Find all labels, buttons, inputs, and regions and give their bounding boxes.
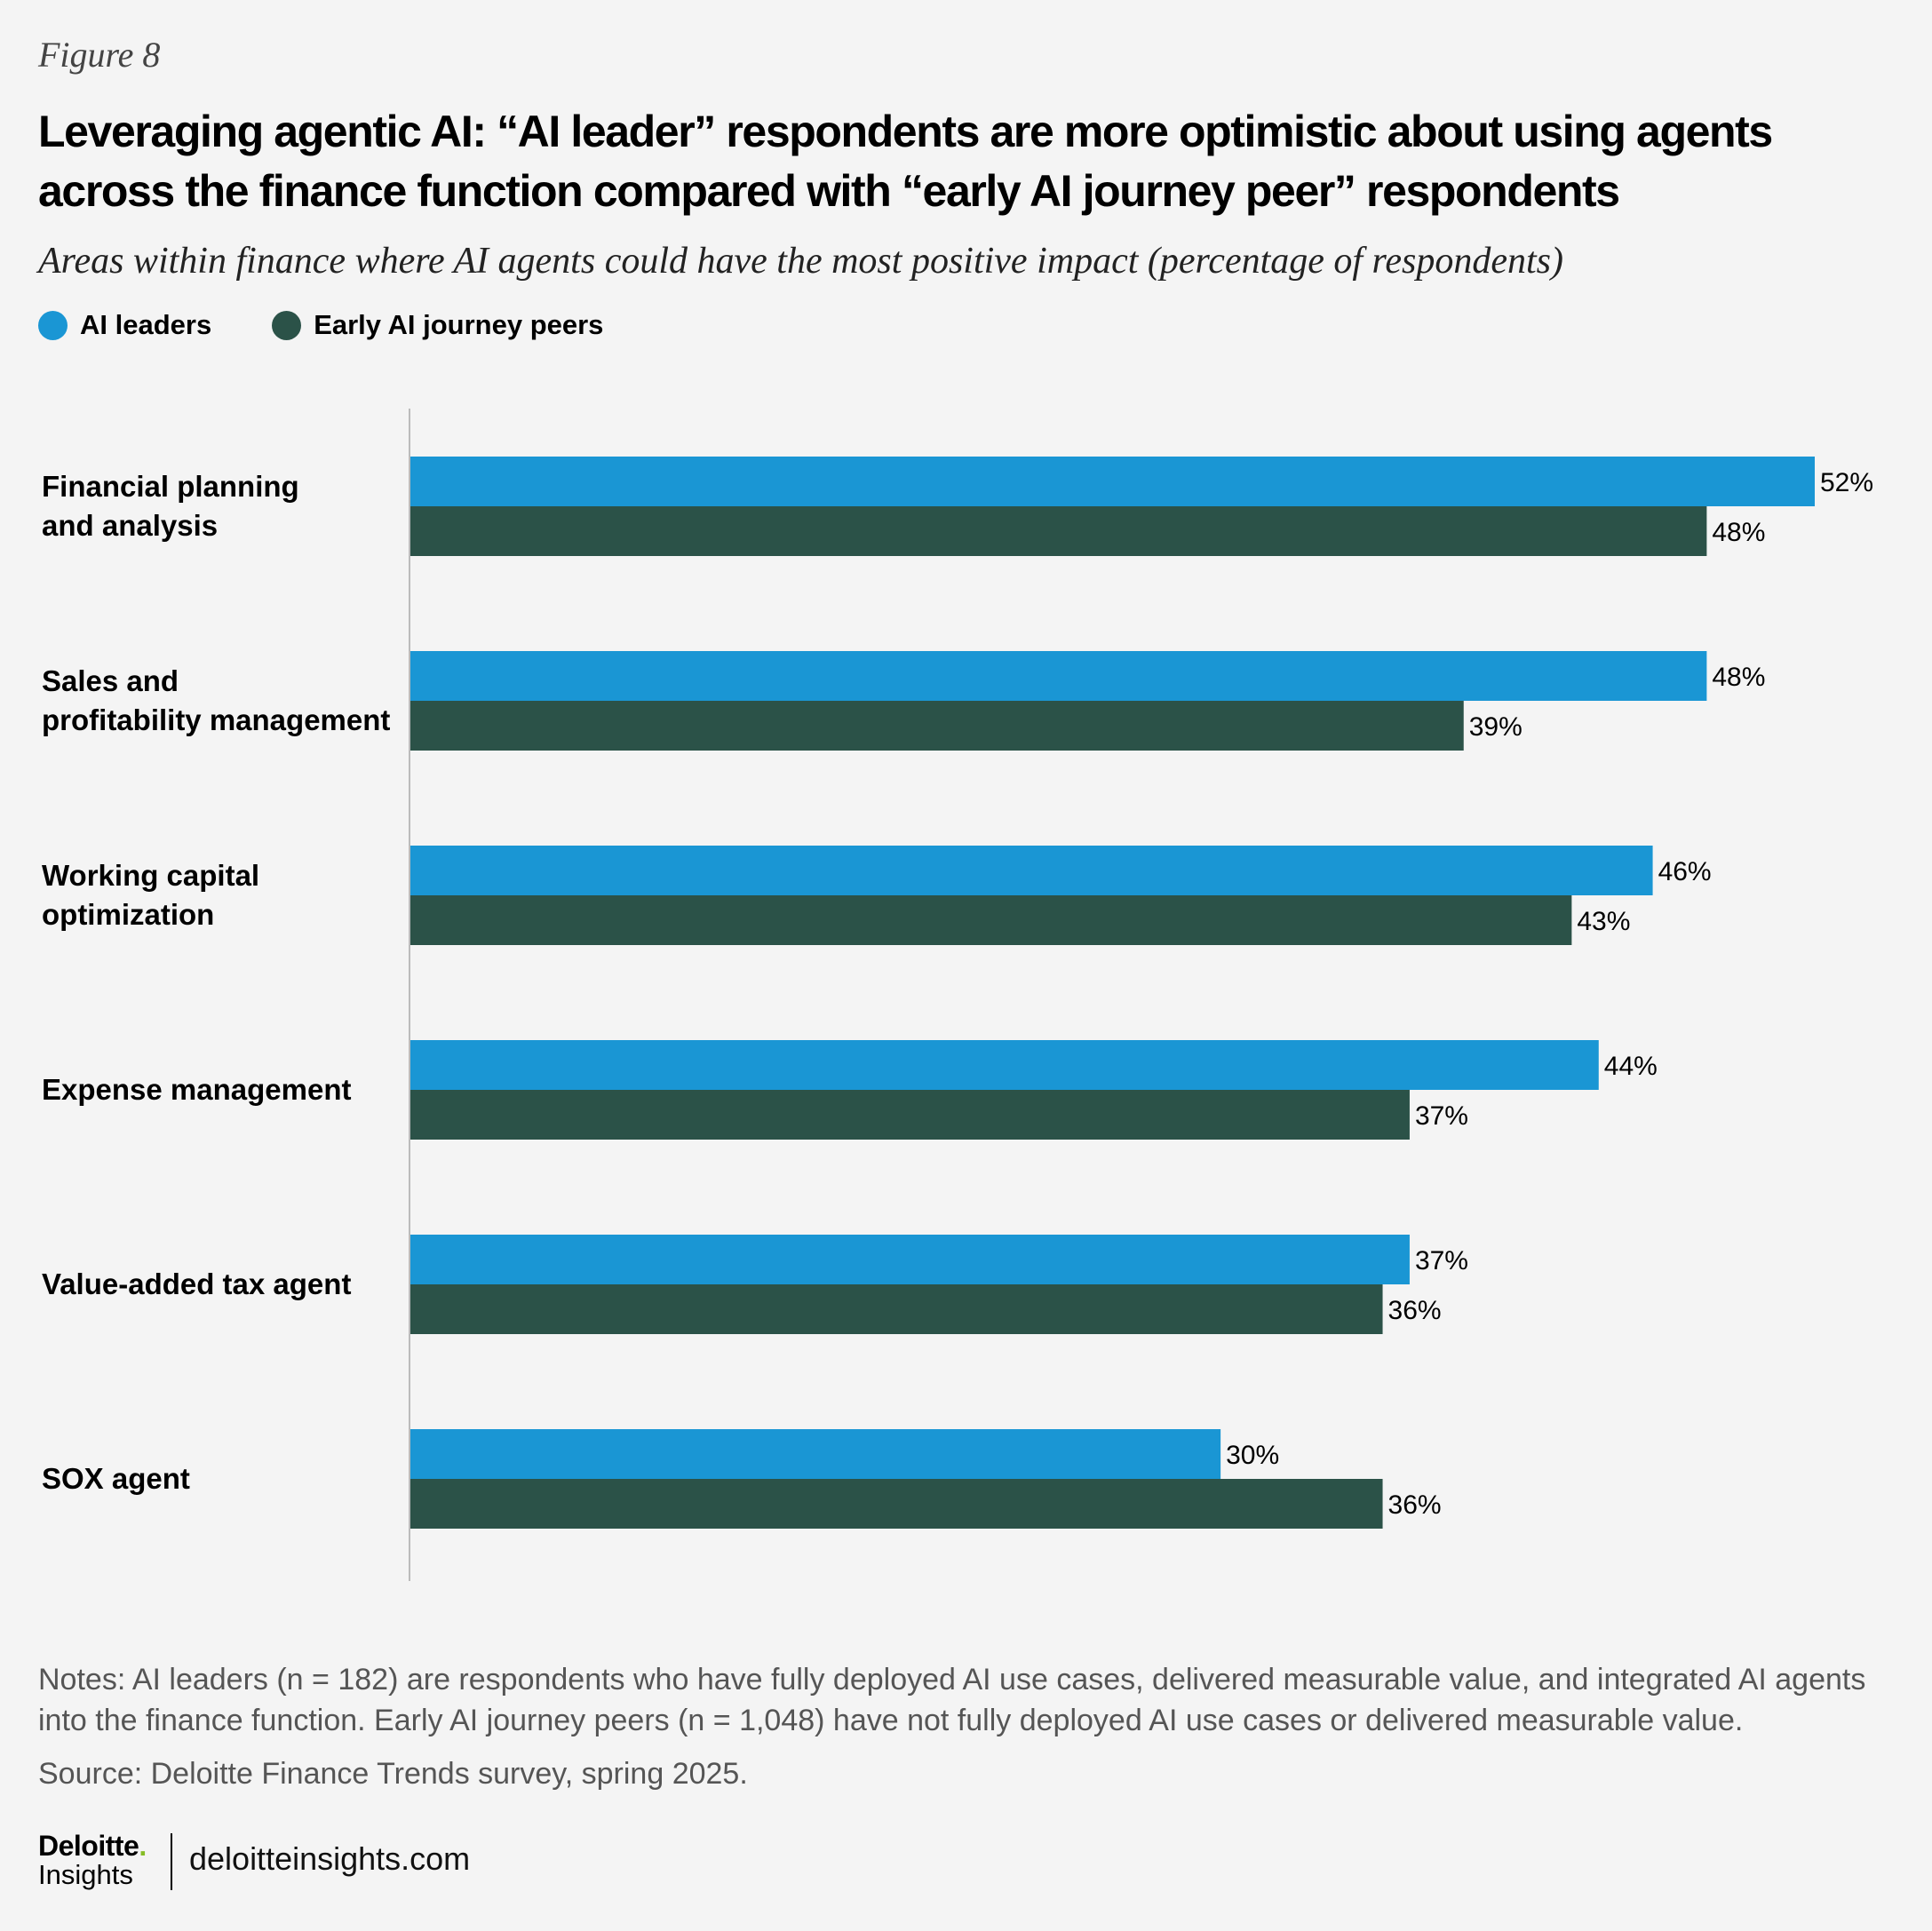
brand-sub: Insights bbox=[38, 1859, 133, 1890]
legend-item-early-peers: Early AI journey peers bbox=[272, 309, 603, 341]
bar-early-peers bbox=[410, 1284, 1383, 1334]
bar-early-peers bbox=[410, 1090, 1410, 1140]
deloitte-insights-logo: Deloitte. Insights bbox=[38, 1832, 147, 1890]
bar-ai-leaders bbox=[410, 1235, 1410, 1284]
legend: AI leaders Early AI journey peers bbox=[38, 309, 664, 341]
notes: Notes: AI leaders (n = 182) are responde… bbox=[38, 1663, 1866, 1737]
category-label: Expense management bbox=[42, 1073, 351, 1106]
bar-ai-leaders bbox=[410, 846, 1653, 895]
figure-label: Figure 8 bbox=[38, 35, 161, 75]
data-label: 36% bbox=[1388, 1490, 1442, 1520]
legend-label-early-peers: Early AI journey peers bbox=[314, 309, 604, 340]
data-label: 46% bbox=[1658, 857, 1712, 886]
bar-chart: Financial planning and analysis 52% 48% Sale… bbox=[42, 409, 1873, 1581]
bar-early-peers bbox=[410, 895, 1572, 945]
data-label: 48% bbox=[1712, 663, 1765, 692]
data-label: 36% bbox=[1388, 1296, 1442, 1325]
chart-title: Leveraging agentic AI: “AI leader” respo… bbox=[38, 107, 1773, 216]
category-label: Working capital optimization bbox=[42, 859, 259, 931]
data-label: 43% bbox=[1577, 907, 1630, 936]
legend-item-ai-leaders: AI leaders bbox=[38, 309, 211, 341]
bar-ai-leaders bbox=[410, 457, 1815, 506]
data-label: 37% bbox=[1415, 1246, 1468, 1275]
category-label: SOX agent bbox=[42, 1462, 190, 1495]
bar-early-peers bbox=[410, 701, 1464, 751]
site-url: deloitteinsights.com bbox=[189, 1840, 471, 1877]
bar-ai-leaders bbox=[410, 1429, 1221, 1479]
legend-swatch-ai-leaders bbox=[38, 310, 68, 340]
data-label: 37% bbox=[1415, 1101, 1468, 1131]
bar-ai-leaders bbox=[410, 1040, 1599, 1090]
category-label: Financial planning and analysis bbox=[42, 470, 299, 542]
data-label: 48% bbox=[1712, 518, 1765, 547]
brand-name: Deloitte bbox=[38, 1830, 139, 1862]
legend-swatch-early-peers bbox=[272, 310, 302, 340]
data-label: 44% bbox=[1604, 1052, 1658, 1081]
legend-label-ai-leaders: AI leaders bbox=[80, 309, 212, 340]
bar-early-peers bbox=[410, 1479, 1383, 1529]
chart-subtitle: Areas within finance where AI agents cou… bbox=[38, 241, 1563, 282]
bar-ai-leaders bbox=[410, 651, 1707, 701]
data-label: 52% bbox=[1820, 468, 1873, 497]
data-label: 30% bbox=[1226, 1441, 1279, 1470]
data-label: 39% bbox=[1469, 712, 1523, 742]
category-label: Sales and profitability management bbox=[42, 664, 390, 736]
category-label: Value-added tax agent bbox=[42, 1267, 351, 1300]
source: Source: Deloitte Finance Trends survey, … bbox=[38, 1757, 748, 1791]
brand-dot: . bbox=[139, 1830, 147, 1862]
brand-divider bbox=[171, 1833, 172, 1890]
bar-early-peers bbox=[410, 506, 1707, 556]
